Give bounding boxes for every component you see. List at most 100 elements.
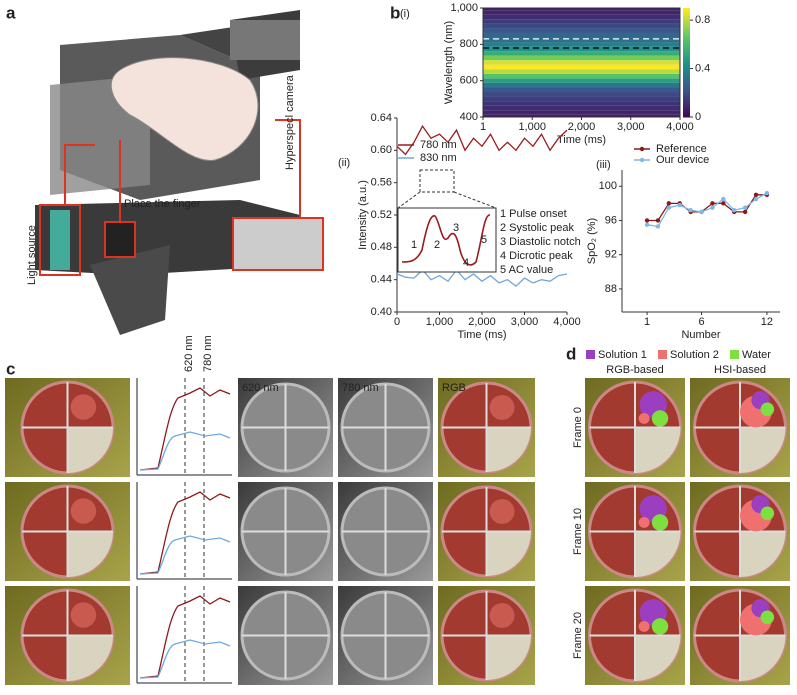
- arm: [90, 245, 170, 335]
- y-tick-label: 0.44: [371, 274, 392, 286]
- colorbar-cell: [683, 78, 690, 83]
- series-point: [742, 209, 748, 215]
- spectrum-curve: [139, 491, 231, 575]
- heat-cell: [483, 96, 680, 102]
- legend-swatch: [639, 146, 645, 152]
- y-tick-label: 1,000: [450, 2, 478, 14]
- series-line: [396, 124, 568, 156]
- heat-cell: [483, 23, 680, 29]
- inset-marker: 1: [411, 239, 417, 251]
- colorbar-cell: [683, 70, 690, 74]
- spectrum-curve: [139, 595, 231, 679]
- zoom-line: [453, 191, 497, 209]
- heat-cell: [483, 114, 680, 117]
- x-tick-label: 1: [480, 121, 486, 133]
- y-axis-label: Wavelength (nm): [443, 21, 455, 104]
- legend-label: Solution 2: [670, 349, 719, 361]
- colorbar-cell: [683, 16, 690, 20]
- segment-blob: [70, 394, 97, 420]
- y-axis-label: SpO₂ (%): [586, 218, 598, 264]
- legend-swatch: [586, 350, 595, 359]
- x-tick-label: 2,000: [468, 316, 496, 328]
- column-label: 620 nm: [242, 382, 279, 394]
- inset-pulse: [401, 214, 491, 266]
- legend-swatch: [730, 350, 739, 359]
- colorbar-tick-label: 0.4: [695, 62, 710, 74]
- series-point: [655, 224, 661, 229]
- series-point: [753, 196, 759, 202]
- heat-cell: [483, 69, 680, 74]
- heat-cell: [483, 78, 680, 83]
- series-point: [644, 222, 650, 227]
- column-label: 780 nm: [342, 382, 379, 394]
- series-point: [721, 196, 726, 202]
- segment-blob: [651, 618, 669, 635]
- series-line: [646, 192, 768, 228]
- inset-annotation: 2 Systolic peak: [500, 222, 574, 234]
- colorbar-cell: [683, 73, 690, 77]
- colorbar-cell: [683, 18, 690, 23]
- legend-label: Solution 1: [598, 349, 647, 361]
- colorbar-cell: [683, 46, 690, 50]
- heat-cell: [483, 32, 680, 38]
- heat-cell: [483, 37, 680, 43]
- inset-annotation: 1 Pulse onset: [500, 208, 567, 220]
- segment-blob: [489, 395, 515, 420]
- y-tick-label: 0.48: [371, 241, 392, 253]
- colorbar-cell: [683, 59, 690, 63]
- hand: [110, 57, 259, 161]
- x-tick-label: 4,000: [666, 121, 694, 133]
- colorbar-cell: [683, 54, 690, 58]
- segment-blob: [651, 514, 669, 531]
- annotation: Place the finger: [124, 198, 201, 210]
- heat-cell: [483, 51, 680, 56]
- segment-blob: [489, 499, 515, 524]
- dish-quadrant: [635, 635, 681, 681]
- legend-swatch: [658, 350, 667, 359]
- colorbar-cell: [683, 84, 690, 88]
- series-point: [764, 190, 770, 196]
- y-tick-label: 92: [605, 249, 617, 261]
- heat-cell: [483, 64, 680, 70]
- dish-quadrant: [486, 531, 531, 576]
- colorbar-cell: [683, 13, 690, 17]
- series-point: [710, 201, 715, 206]
- colorbar-cell: [683, 89, 690, 93]
- y-tick-label: 88: [605, 283, 617, 295]
- colorbar-cell: [683, 62, 690, 66]
- segment-blob: [638, 412, 650, 424]
- series-point: [721, 201, 726, 206]
- series-point: [666, 201, 672, 206]
- y-tick-label: 96: [605, 214, 617, 226]
- dish-quadrant: [67, 635, 113, 681]
- colorbar-cell: [683, 37, 690, 42]
- panel-label: b: [390, 3, 400, 22]
- legend-label: Reference: [656, 143, 707, 155]
- heat-cell: [483, 10, 680, 15]
- series-point: [655, 218, 661, 223]
- segment-blob: [760, 402, 775, 417]
- zoom-box: [419, 169, 455, 193]
- heat-cell: [483, 55, 680, 61]
- y-tick-label: 0.60: [371, 144, 392, 156]
- dish-quadrant: [740, 635, 786, 681]
- segment-blob: [638, 620, 650, 632]
- heat-cell: [483, 101, 680, 106]
- legend-label: Our device: [656, 154, 709, 166]
- colorbar-cell: [683, 114, 690, 118]
- colorbar-cell: [683, 48, 690, 53]
- series-line: [396, 268, 568, 287]
- x-tick-label: 1,000: [518, 121, 546, 133]
- colorbar-cell: [683, 97, 690, 102]
- heat-cell: [483, 42, 680, 47]
- heat-cell: [483, 8, 680, 11]
- inset-marker: 5: [481, 234, 487, 246]
- x-tick-label: 6: [698, 316, 704, 328]
- y-tick-label: 0.40: [371, 306, 392, 318]
- frame-label: Frame 10: [572, 508, 584, 555]
- heat-cell: [483, 87, 680, 93]
- series-point: [732, 208, 737, 213]
- y-tick-label: 400: [460, 111, 478, 123]
- chart-label: (iii): [596, 159, 611, 171]
- colorbar-cell: [683, 100, 690, 104]
